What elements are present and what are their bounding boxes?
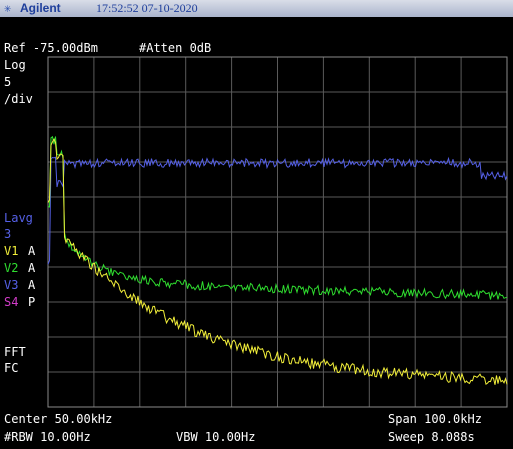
graticule-border bbox=[47, 56, 508, 408]
trace-4-mode: P bbox=[28, 295, 36, 309]
date-time: 17:52:52 07-10-2020 bbox=[96, 1, 198, 15]
scale-value: 5 bbox=[4, 75, 12, 89]
trace-v2-line bbox=[47, 135, 508, 300]
trace-1-name: V1 bbox=[4, 244, 19, 258]
avg-label: Lavg bbox=[4, 211, 33, 225]
brand-name: Agilent bbox=[20, 1, 61, 15]
avg-value: 3 bbox=[4, 227, 12, 241]
ref-level: Ref -75.00dBm bbox=[4, 41, 98, 55]
center-frequency: Center 50.00kHz bbox=[4, 412, 113, 426]
vbw: VBW 10.00Hz bbox=[176, 430, 256, 444]
trace-2-name: V2 bbox=[4, 261, 19, 275]
scale-unit: /div bbox=[4, 92, 33, 106]
fc-label: FC bbox=[4, 361, 19, 375]
trace-3-name: V3 bbox=[4, 278, 19, 292]
trace-v3-line bbox=[47, 156, 508, 265]
title-bar: ✳ Agilent 17:52:52 07-10-2020 bbox=[0, 0, 513, 17]
scale-mode: Log bbox=[4, 58, 26, 72]
fft-label: FFT bbox=[4, 345, 26, 359]
rbw: #RBW 10.00Hz bbox=[4, 430, 91, 444]
trace-2-mode: A bbox=[28, 261, 36, 275]
attenuation: #Atten 0dB bbox=[139, 41, 212, 55]
span: Span 100.0kHz bbox=[388, 412, 482, 426]
trace-1-mode: A bbox=[28, 244, 36, 258]
sweep-time: Sweep 8.088s bbox=[388, 430, 475, 444]
trace-3-mode: A bbox=[28, 278, 36, 292]
trace-4-name: S4 bbox=[4, 295, 19, 309]
agilent-spark-icon: ✳ bbox=[4, 1, 12, 15]
trace-v1-line bbox=[47, 138, 508, 386]
